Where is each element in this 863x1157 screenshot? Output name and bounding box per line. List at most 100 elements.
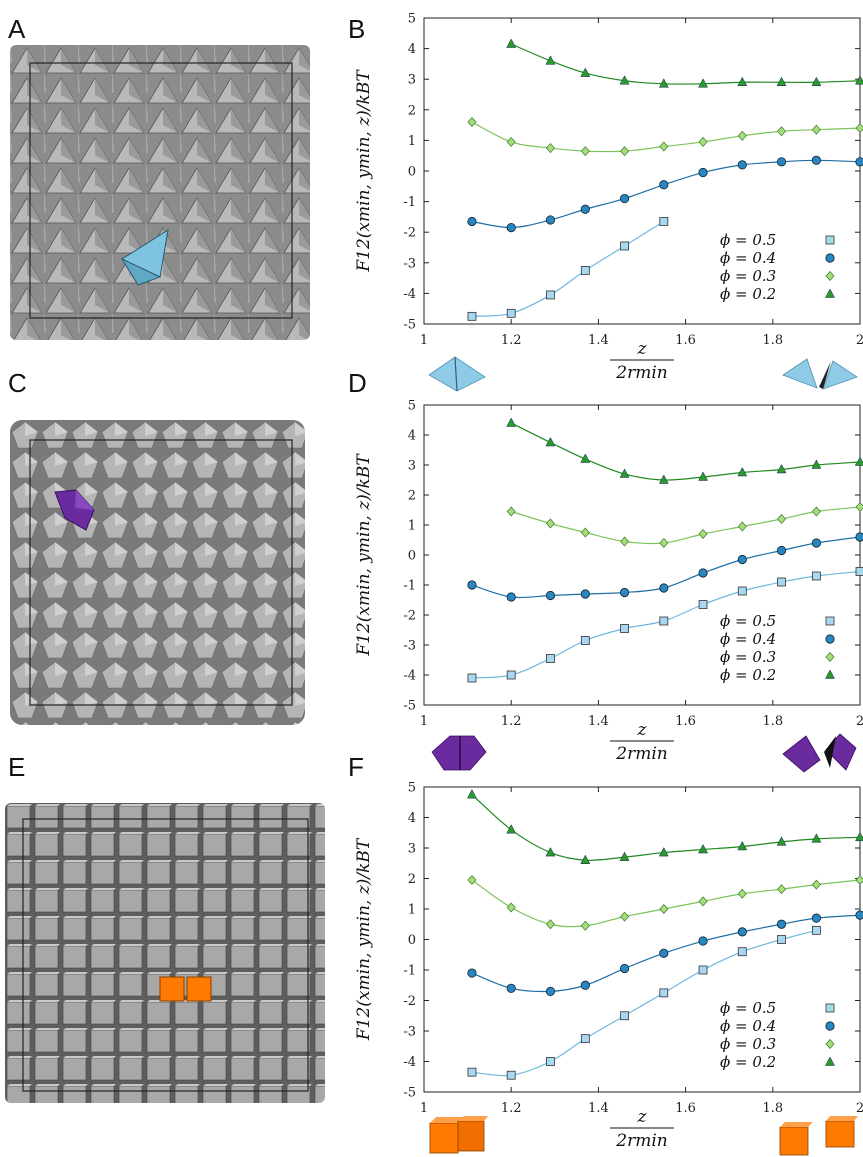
chart-f-ytick-label: -3 xyxy=(403,1025,416,1040)
chart-f-legend-label: ϕ = 0.4 xyxy=(720,1017,776,1035)
chart-f-data-point xyxy=(467,968,477,978)
chart-b-data-point xyxy=(580,204,590,214)
chart-d-ytick-label: 0 xyxy=(408,549,416,564)
chart-f-ytick-label: 1 xyxy=(408,903,416,918)
chart-d-data-point xyxy=(698,600,708,609)
chart-b-data-point xyxy=(776,76,787,87)
cubes-snapshot xyxy=(5,803,325,1103)
chart-b-legend-label: ϕ = 0.4 xyxy=(720,249,776,267)
chart-b-ytick-label: -4 xyxy=(403,287,416,302)
chart-f-data-point xyxy=(658,847,669,857)
chart-d-data-point xyxy=(580,527,590,538)
chart-d-legend-marker xyxy=(825,651,835,663)
chart-f-xtick-label: 2 xyxy=(856,1101,863,1116)
chart-f-data-point xyxy=(619,851,630,861)
chart-f-ytick-label: 4 xyxy=(408,811,416,826)
chart-b-xtick-label: 1.6 xyxy=(675,333,696,348)
chart-d-data-point xyxy=(855,567,863,576)
chart-d-legend-label: ϕ = 0.5 xyxy=(720,612,776,630)
chart-f-data-point xyxy=(777,884,786,895)
chart-f-data-point xyxy=(698,843,708,854)
chart-b-frame xyxy=(423,17,861,325)
chart-f-series-line xyxy=(471,794,861,861)
chart-d-ytick-label: 5 xyxy=(408,399,416,414)
chart-d-data-point xyxy=(737,466,748,477)
chart-d-data-point xyxy=(737,521,747,532)
bipyramid-pair-illustrations xyxy=(431,733,857,773)
chart-b-data-point xyxy=(855,75,863,85)
chart-b-data-point xyxy=(580,266,590,275)
chart-f-data-point xyxy=(619,963,630,974)
chart-d-xlabel-denominator: 2rmin xyxy=(615,744,667,764)
chart-d-data-point xyxy=(698,471,708,481)
chart-d-data-point xyxy=(659,537,669,549)
chart-d-data-point xyxy=(855,532,863,542)
chart-d-data-point xyxy=(777,513,786,525)
chart-f-data-point xyxy=(737,927,747,937)
cube-separated-icon xyxy=(779,1116,858,1156)
chart-f-ytick-label: 3 xyxy=(408,842,416,857)
chart-b-data-point xyxy=(658,78,669,88)
chart-f-data-point xyxy=(580,854,591,864)
chart-b-data-point xyxy=(737,160,747,170)
panel-letter-b: B xyxy=(348,14,366,44)
chart-f-legend-marker xyxy=(825,1038,835,1050)
chart-f-xtick-label: 1.6 xyxy=(675,1101,696,1116)
chart-b-data-point xyxy=(811,76,822,87)
chart-d-ytick-label: -3 xyxy=(403,639,416,654)
chart-d-data-point xyxy=(698,528,708,540)
chart-f-legend-marker xyxy=(825,1021,835,1031)
chart-d-data-point xyxy=(506,506,516,517)
chart-b-data-point xyxy=(545,143,555,154)
chart-d-ytick-label: 3 xyxy=(408,459,416,474)
chart-d-data-point xyxy=(545,590,556,601)
chart-f-data-point xyxy=(776,919,787,929)
chart-b-data-point xyxy=(580,146,590,157)
chart-b-xlabel-numerator: z xyxy=(637,339,648,359)
chart-b-data-point xyxy=(811,124,821,135)
chart-d-data-point xyxy=(467,673,477,683)
chart-d-legend-label: ϕ = 0.2 xyxy=(720,666,776,684)
chart-f-ytick-label: -2 xyxy=(403,994,416,1009)
chart-f-frame xyxy=(423,786,861,1093)
chart-f-data-point xyxy=(467,874,477,886)
chart-d-data-point xyxy=(506,417,517,427)
chart-f-data-point xyxy=(659,948,669,958)
chart-b-series-line xyxy=(471,220,665,317)
chart-d-xtick-label: 1 xyxy=(420,714,428,729)
chart-f-legend-marker xyxy=(825,1003,835,1013)
chart-d-legend-label: ϕ = 0.4 xyxy=(720,630,776,648)
chart-d-xtick-label: 1.2 xyxy=(501,714,522,729)
chart-f-data-point xyxy=(467,1067,477,1077)
chart-f-data-point xyxy=(506,983,516,993)
chart-f-xlabel-numerator: z xyxy=(637,1107,648,1127)
chart-d-data-point xyxy=(812,571,821,581)
chart-d-data-point xyxy=(546,654,555,663)
chart-f-legend-label: ϕ = 0.5 xyxy=(720,999,776,1017)
chart-b-legend-label: ϕ = 0.5 xyxy=(720,231,776,249)
chart-f-data-point xyxy=(659,988,669,998)
chart-f-data-point xyxy=(506,902,516,913)
chart-b-xtick-label: 1.4 xyxy=(588,333,609,348)
chart-b-ytick-label: -5 xyxy=(403,318,416,333)
highlighted-cube-left xyxy=(159,976,185,1002)
cube-pair-illustrations xyxy=(429,1116,858,1156)
chart-d-ytick-label: -2 xyxy=(403,609,416,624)
cube-contact-icon xyxy=(429,1116,488,1154)
chart-f-data-point xyxy=(855,831,863,842)
chart-b-data-point xyxy=(659,180,669,190)
chart-f-data-point xyxy=(506,824,517,834)
chart-d-data-point xyxy=(811,459,822,469)
chart-f-data-point xyxy=(620,1011,629,1021)
chart-d-xtick-label: 1.6 xyxy=(675,714,696,729)
chart-d-data-point xyxy=(467,580,477,590)
simulation-box xyxy=(29,62,293,319)
chart-f-data-point xyxy=(811,913,822,923)
chart-b-data-point xyxy=(811,155,822,165)
chart-b-xtick-label: 2 xyxy=(856,333,863,348)
chart-b-data-point xyxy=(698,167,708,178)
chart-d-data-point xyxy=(506,592,516,602)
chart-f-data-point xyxy=(545,919,555,930)
chart-f-data-point xyxy=(812,925,821,935)
chart-d-ytick-label: 1 xyxy=(408,519,416,534)
